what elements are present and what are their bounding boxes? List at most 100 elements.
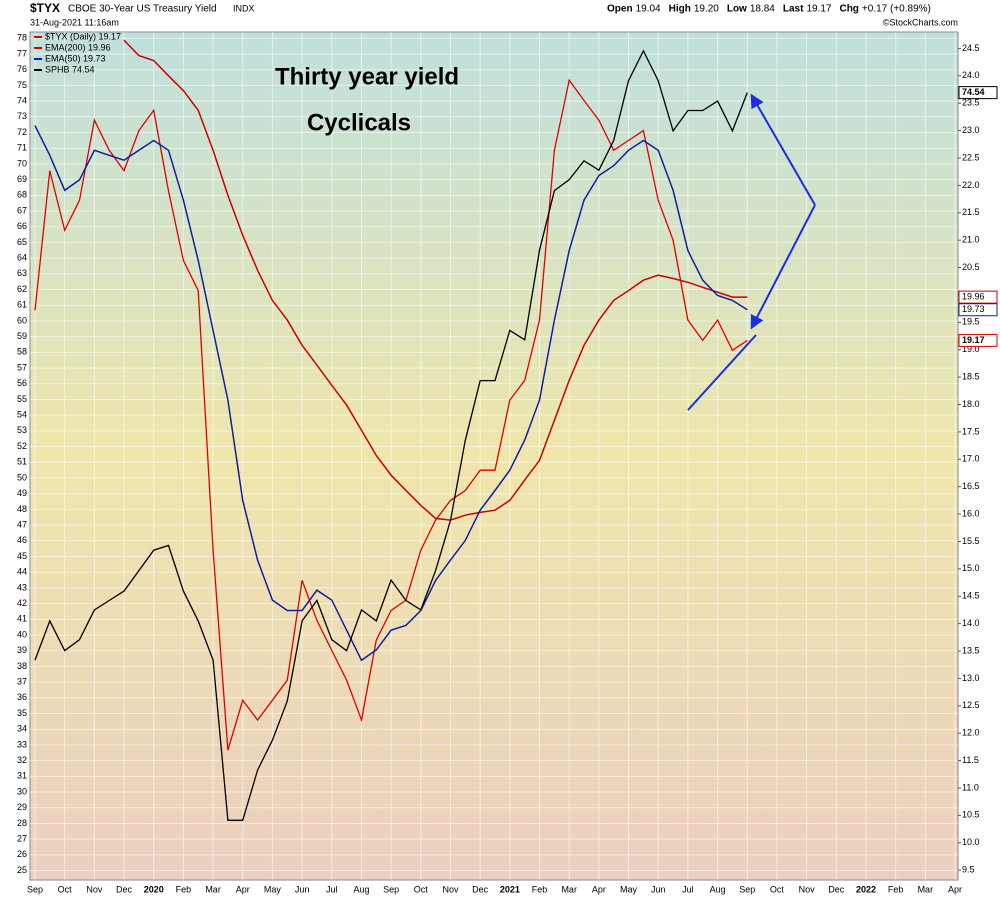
y-tick-label: 68	[17, 190, 27, 200]
y-tick-label: 74	[17, 95, 27, 105]
y-tick-label: 40	[17, 629, 27, 639]
x-tick-label: Oct	[58, 884, 73, 894]
x-tick-label: Aug	[710, 884, 726, 894]
x-tick-label: Feb	[176, 884, 192, 894]
legend-label: EMA(200) 19.96	[45, 42, 111, 52]
y-tick-label: 34	[17, 724, 27, 734]
series-line	[34, 49, 748, 821]
annotation: Thirty year yield	[275, 63, 459, 90]
y-tick-label: 31	[17, 771, 27, 781]
y2-tick-label: 15.5	[962, 536, 980, 546]
series-line	[34, 125, 748, 662]
y-tick-label: 30	[17, 786, 27, 796]
x-tick-label: Jun	[295, 884, 310, 894]
price-box	[958, 333, 998, 347]
legend-label: EMA(50) 19.73	[45, 53, 106, 63]
y-tick-label: 65	[17, 237, 27, 247]
x-tick-label: Aug	[353, 884, 369, 894]
y-tick-label: 32	[17, 755, 27, 765]
y-tick-label: 69	[17, 174, 27, 184]
y2-tick-label: 18.5	[962, 371, 980, 381]
plot-area	[29, 31, 959, 881]
y-tick-label: 47	[17, 519, 27, 529]
stat-value: +0.17 (+0.89%)	[862, 4, 931, 15]
exchange: INDX	[233, 3, 255, 13]
y-tick-label: 45	[17, 551, 27, 561]
price-box	[958, 86, 998, 100]
stat-label: Open	[607, 4, 633, 15]
x-tick-label: Nov	[86, 884, 103, 894]
series-line	[123, 39, 748, 521]
y-tick-label: 42	[17, 598, 27, 608]
y-tick-label: 52	[17, 441, 27, 451]
y-tick-label: 73	[17, 111, 27, 121]
x-tick-label: Sep	[739, 884, 755, 894]
price-box	[958, 290, 998, 304]
stat-value: 19.20	[694, 4, 719, 15]
legend-label: $TYX (Daily) 19.17	[45, 31, 121, 41]
stat-label: Low	[727, 4, 747, 15]
stat-label: High	[669, 4, 691, 15]
y2-tick-label: 16.5	[962, 481, 980, 491]
price-label: 19.96	[962, 292, 985, 302]
y-tick-label: 39	[17, 645, 27, 655]
y-tick-label: 72	[17, 127, 27, 137]
y-tick-label: 46	[17, 535, 27, 545]
y-tick-label: 66	[17, 221, 27, 231]
y-tick-label: 76	[17, 64, 27, 74]
y2-tick-label: 17.0	[962, 454, 980, 464]
y2-tick-label: 19.0	[962, 344, 980, 354]
y-tick-label: 35	[17, 708, 27, 718]
y2-tick-label: 12.5	[962, 700, 980, 710]
stat-label: Last	[783, 4, 804, 15]
y2-tick-label: 18.0	[962, 399, 980, 409]
price-label: 19.73	[962, 304, 985, 314]
x-tick-label: Dec	[828, 884, 845, 894]
x-tick-label: Feb	[888, 884, 904, 894]
y-tick-label: 29	[17, 802, 27, 812]
x-tick-label: Oct	[770, 884, 785, 894]
y-tick-label: 28	[17, 818, 27, 828]
y-tick-label: 77	[17, 48, 27, 58]
legend-label: SPHB 74.54	[45, 64, 95, 74]
x-tick-label: May	[620, 884, 638, 894]
y-tick-label: 67	[17, 205, 27, 215]
y-tick-label: 26	[17, 849, 27, 859]
y2-tick-label: 9.5	[962, 865, 975, 875]
y2-tick-label: 13.0	[962, 673, 980, 683]
series-line	[34, 78, 748, 751]
y2-tick-label: 17.5	[962, 426, 980, 436]
trend-drawings	[687, 93, 816, 411]
y-tick-label: 57	[17, 362, 27, 372]
y2-tick-label: 21.5	[962, 207, 980, 217]
y-tick-label: 64	[17, 253, 27, 263]
y-tick-label: 58	[17, 347, 27, 357]
x-tick-label: 2020	[144, 884, 164, 894]
x-tick-label: Mar	[918, 884, 934, 894]
y2-tick-label: 15.0	[962, 563, 980, 573]
arrow-up	[750, 93, 816, 206]
y-tick-label: 55	[17, 394, 27, 404]
y-tick-label: 44	[17, 567, 27, 577]
y2-tick-label: 22.5	[962, 152, 980, 162]
x-tick-label: Apr	[592, 884, 606, 894]
x-tick-label: Mar	[205, 884, 221, 894]
y-tick-label: 53	[17, 425, 27, 435]
y-tick-label: 78	[17, 33, 27, 43]
y2-tick-label: 22.0	[962, 180, 980, 190]
x-tick-label: May	[264, 884, 282, 894]
stat-value: 19.04	[636, 4, 661, 15]
y-tick-label: 63	[17, 268, 27, 278]
y-tick-label: 36	[17, 692, 27, 702]
stat-value: 18.84	[750, 4, 775, 15]
copyright: ©StockCharts.com	[883, 17, 958, 27]
annotation: Cyclicals	[307, 109, 411, 136]
grid	[30, 32, 958, 880]
x-tick-label: Feb	[532, 884, 548, 894]
y-tick-label: 59	[17, 331, 27, 341]
y-tick-label: 54	[17, 410, 27, 420]
price-label: 19.17	[962, 335, 985, 345]
y-tick-label: 71	[17, 143, 27, 153]
y2-tick-label: 13.5	[962, 645, 980, 655]
